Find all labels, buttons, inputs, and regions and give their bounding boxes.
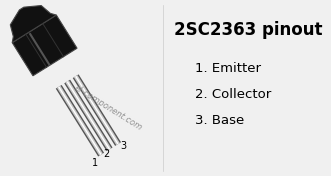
Text: 3: 3 <box>120 141 126 151</box>
Polygon shape <box>10 5 56 43</box>
Text: el-component.com: el-component.com <box>72 83 144 133</box>
Text: 2: 2 <box>104 149 110 159</box>
Text: 3. Base: 3. Base <box>195 114 244 127</box>
Text: 1. Emitter: 1. Emitter <box>195 61 261 74</box>
Text: 2. Collector: 2. Collector <box>195 87 271 100</box>
Polygon shape <box>12 15 77 76</box>
Text: 2SC2363 pinout: 2SC2363 pinout <box>174 21 322 39</box>
Text: 1: 1 <box>92 158 98 168</box>
